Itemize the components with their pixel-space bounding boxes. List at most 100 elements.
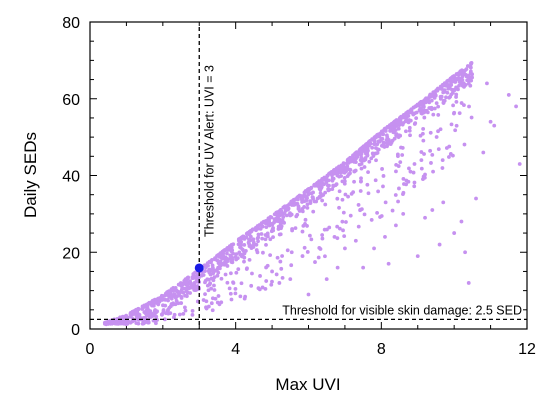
data-point <box>242 255 247 260</box>
data-point <box>319 178 323 183</box>
data-point <box>415 254 420 258</box>
data-point <box>438 96 443 101</box>
data-point <box>338 170 343 175</box>
data-point <box>358 189 363 193</box>
data-point <box>441 200 446 205</box>
data-point <box>210 296 215 301</box>
data-point <box>169 302 174 306</box>
data-point <box>260 236 265 241</box>
data-point <box>285 248 290 253</box>
data-point <box>176 282 181 287</box>
data-point <box>444 146 449 150</box>
data-point <box>396 199 400 204</box>
data-point <box>335 265 340 270</box>
data-point <box>469 115 474 120</box>
data-point <box>419 166 424 171</box>
data-point <box>143 319 148 324</box>
data-point <box>141 304 146 309</box>
data-point <box>207 267 212 272</box>
data-point <box>230 260 235 265</box>
data-point <box>267 219 272 224</box>
data-point <box>408 169 413 174</box>
data-point <box>179 294 184 299</box>
data-point <box>346 194 350 199</box>
data-point <box>203 280 207 285</box>
data-point <box>367 159 372 164</box>
data-point <box>362 212 367 217</box>
data-point <box>321 193 326 197</box>
data-point <box>206 288 211 293</box>
data-point <box>219 276 224 281</box>
data-point <box>150 299 155 304</box>
data-point <box>447 155 451 159</box>
data-point <box>314 199 319 204</box>
data-point <box>397 186 401 191</box>
data-point <box>173 302 178 307</box>
data-point <box>128 314 133 319</box>
data-point <box>374 158 378 163</box>
data-point <box>355 155 360 159</box>
data-point <box>401 190 406 195</box>
data-point <box>177 312 182 317</box>
data-point <box>300 206 305 211</box>
data-point <box>335 196 340 201</box>
data-point <box>216 294 221 298</box>
data-point <box>192 283 197 288</box>
data-point <box>181 311 186 316</box>
data-point <box>430 152 435 157</box>
data-point <box>303 217 308 222</box>
data-point <box>371 154 376 158</box>
data-point <box>485 81 489 86</box>
data-point <box>242 259 246 264</box>
data-point <box>422 115 427 120</box>
data-point <box>306 292 311 297</box>
data-point <box>381 141 386 146</box>
data-point <box>369 218 374 222</box>
data-point <box>240 234 245 239</box>
data-point <box>444 95 448 100</box>
data-point <box>297 209 302 213</box>
data-point <box>257 287 262 292</box>
data-point <box>207 270 212 275</box>
data-point <box>247 244 252 248</box>
data-point <box>234 270 239 275</box>
data-point <box>414 116 419 121</box>
data-point <box>419 158 424 163</box>
data-point <box>437 242 442 247</box>
data-point <box>260 285 265 290</box>
data-point <box>418 133 423 138</box>
data-point <box>394 223 398 228</box>
data-point <box>429 105 434 110</box>
data-point <box>306 187 311 192</box>
data-point <box>393 193 398 197</box>
y-axis-title: Daily SEDs <box>21 132 40 218</box>
data-point <box>347 172 351 177</box>
data-point <box>423 215 427 220</box>
data-point <box>263 233 268 237</box>
data-point <box>348 213 353 218</box>
data-point <box>375 150 380 155</box>
data-point <box>451 103 456 108</box>
data-point <box>406 110 411 115</box>
data-point <box>373 178 378 183</box>
data-point <box>320 233 325 237</box>
data-point <box>311 190 315 195</box>
data-point <box>286 206 291 211</box>
data-point <box>119 321 123 326</box>
data-point <box>263 237 268 242</box>
data-point <box>340 219 345 224</box>
data-point <box>436 147 441 152</box>
data-point <box>459 219 464 224</box>
data-point <box>207 277 211 282</box>
data-point <box>464 74 469 79</box>
data-point <box>336 165 341 170</box>
data-point <box>128 320 133 325</box>
data-point <box>432 106 437 111</box>
data-point <box>193 270 197 275</box>
data-point <box>364 142 368 147</box>
data-point <box>264 279 269 283</box>
data-point <box>279 212 284 217</box>
data-point <box>295 212 300 217</box>
data-point <box>170 288 175 293</box>
